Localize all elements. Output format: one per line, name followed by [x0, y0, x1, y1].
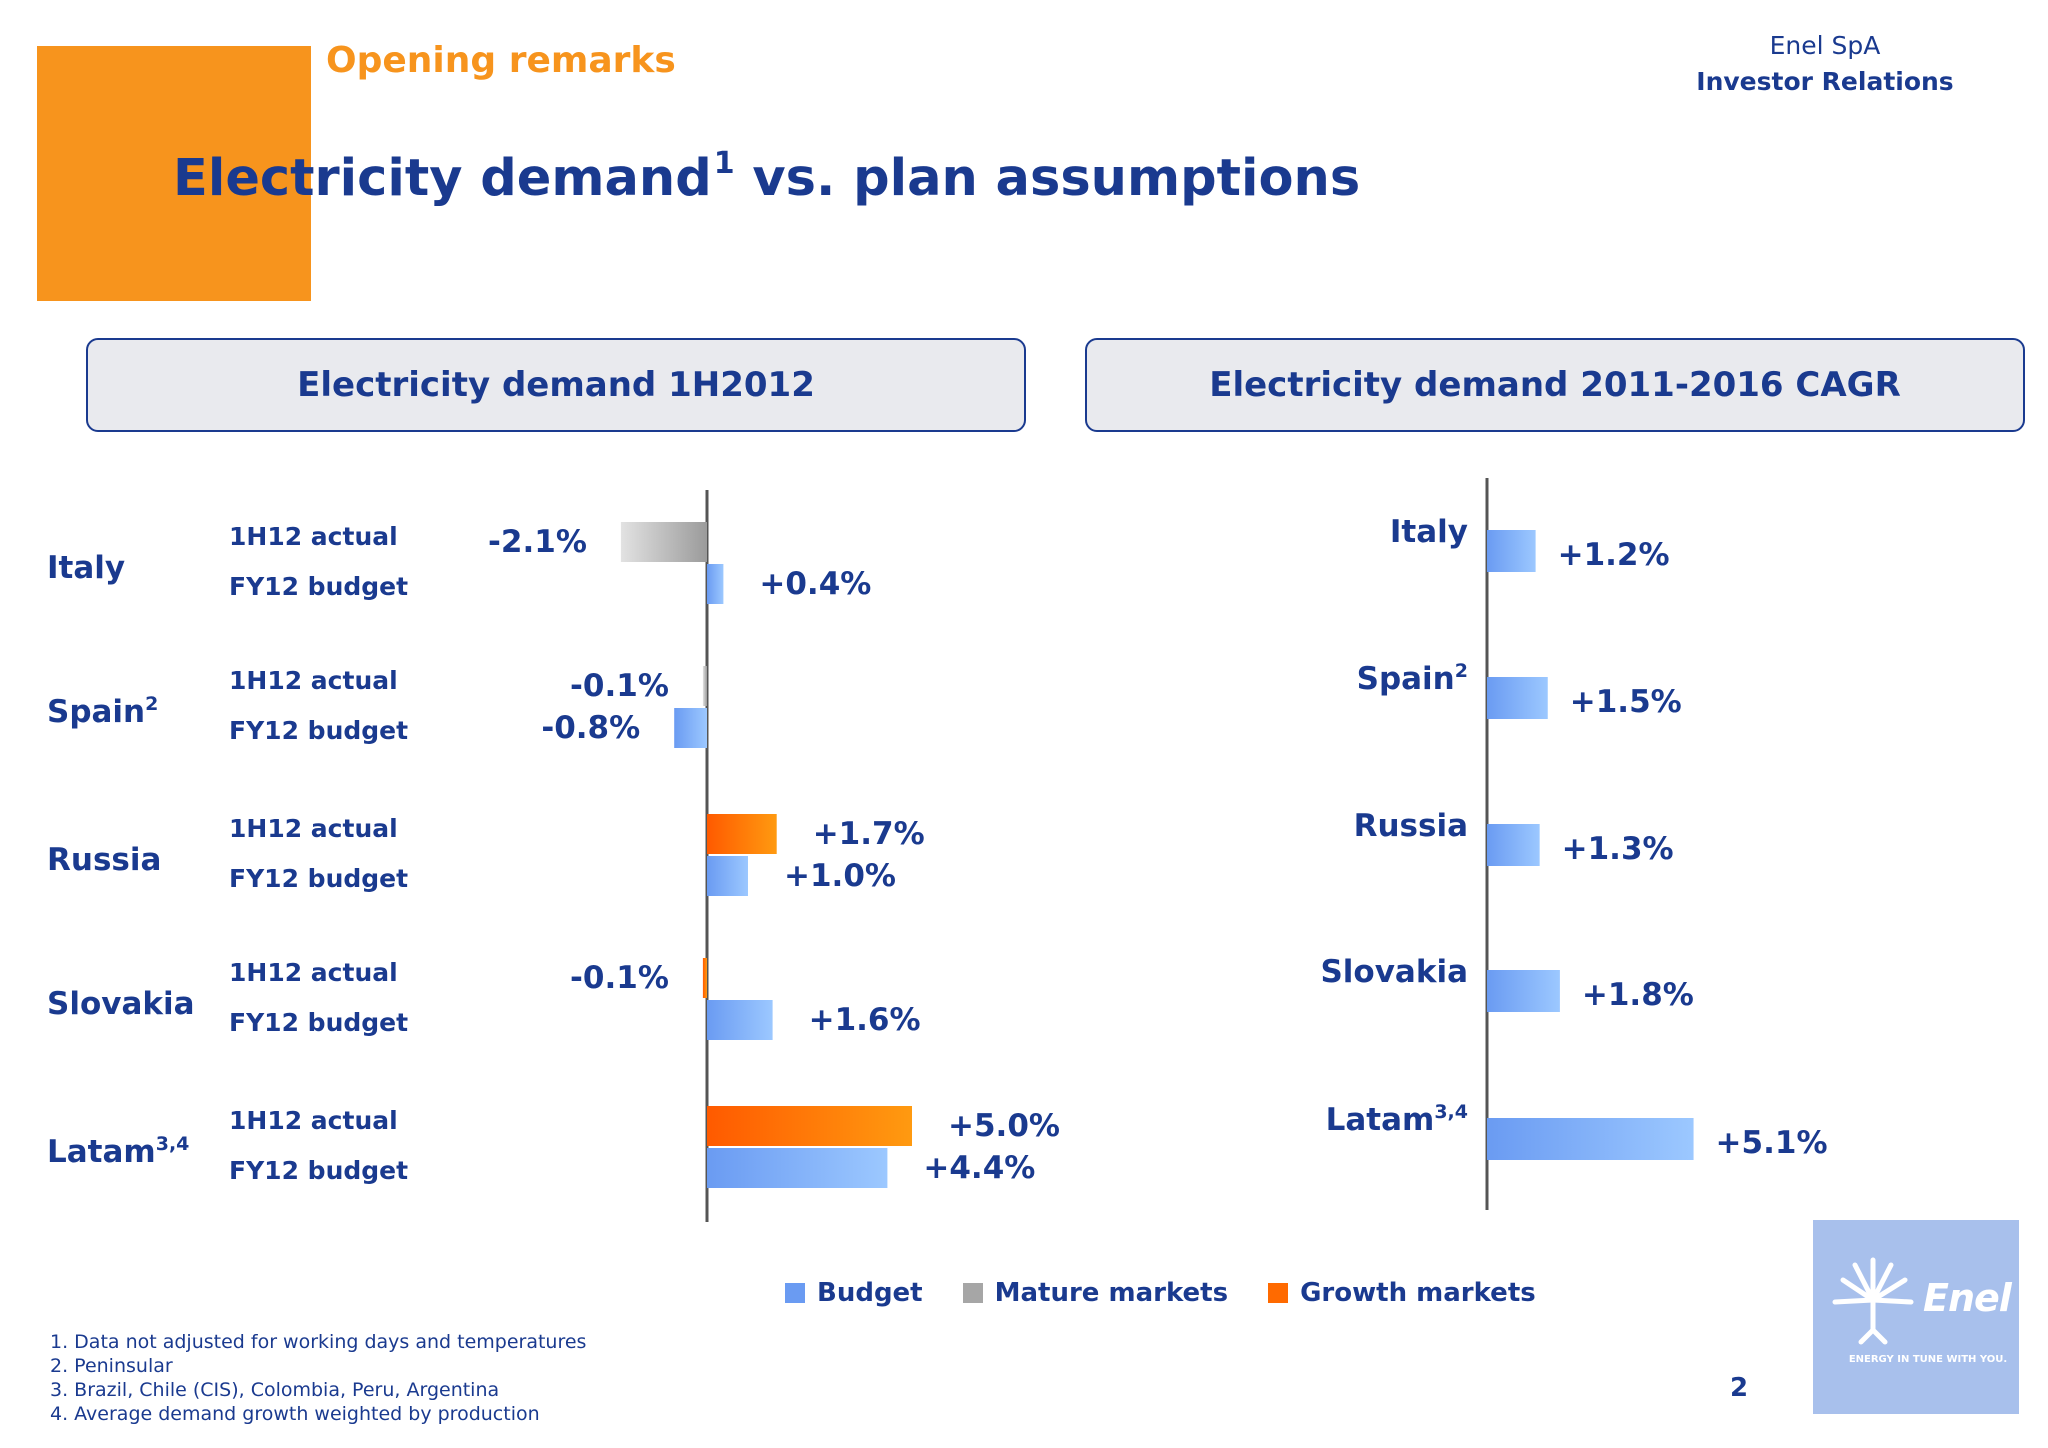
company-block: Enel SpA Investor Relations [1640, 28, 2010, 100]
legend-item-growth: Growth markets [1268, 1278, 1536, 1308]
footnote-4: 4. Average demand growth weighted by pro… [50, 1403, 540, 1425]
footnote-3: 3. Brazil, Chile (CIS), Colombia, Peru, … [50, 1379, 500, 1401]
left-category-sup-spain: 2 [145, 693, 158, 715]
bar-fy12-budget-italy [707, 564, 724, 604]
page-title: Electricity demand1 vs. plan assumptions [173, 146, 1360, 208]
department-name: Investor Relations [1696, 67, 1954, 96]
data-label-1h12-actual-slovakia: -0.1% [570, 960, 669, 996]
bar-cagr-slovakia [1487, 970, 1560, 1012]
bar-cagr-latam [1487, 1118, 1694, 1160]
data-label-cagr-slovakia: +1.8% [1582, 977, 1694, 1013]
bar-fy12-budget-slovakia [707, 1000, 773, 1040]
series-label-fy12-budget-italy: FY12 budget [229, 572, 408, 601]
bar-1h12-actual-slovakia [702, 958, 707, 998]
right-category-spain: Spain2 [1357, 660, 1468, 697]
footnote-2: 2. Peninsular [50, 1355, 173, 1377]
right-chart: Italy +1.2% Spain2 +1.5% Russia +1.3% Slovakia… [1320, 478, 1828, 1210]
bar-1h12-actual-italy [620, 522, 707, 562]
bar-cagr-russia [1487, 824, 1540, 866]
bar-fy12-budget-russia [707, 856, 748, 896]
data-label-cagr-latam: +5.1% [1716, 1125, 1828, 1161]
left-category-russia: Russia [47, 842, 161, 878]
legend-label-budget: Budget [817, 1278, 923, 1308]
left-chart: Italy 1H12 actual -2.1% FY12 budget +0.4% Spa… [47, 490, 1060, 1222]
series-label-fy12-budget-russia: FY12 budget [229, 864, 408, 893]
left-category-latam: Latam3,4 [47, 1133, 189, 1170]
enel-logo: Enel ENERGY IN TUNE WITH YOU. [1813, 1220, 2019, 1414]
data-label-1h12-actual-italy: -2.1% [488, 524, 587, 560]
series-label-1h12-actual-spain: 1H12 actual [229, 666, 398, 695]
data-label-1h12-actual-russia: +1.7% [813, 816, 925, 852]
title-main: Electricity demand [173, 149, 712, 208]
left-category-sup-latam: 3,4 [156, 1133, 190, 1155]
bar-fy12-budget-latam [707, 1148, 888, 1188]
legend-label-mature: Mature markets [994, 1278, 1229, 1308]
company-name: Enel SpA [1769, 31, 1881, 60]
data-label-fy12-budget-slovakia: +1.6% [809, 1002, 921, 1038]
series-label-fy12-budget-slovakia: FY12 budget [229, 1008, 408, 1037]
right-category-slovakia: Slovakia [1320, 954, 1468, 990]
series-label-1h12-actual-russia: 1H12 actual [229, 814, 398, 843]
series-label-fy12-budget-latam: FY12 budget [229, 1156, 408, 1185]
page-number: 2 [1730, 1373, 1749, 1403]
left-category-slovakia: Slovakia [47, 986, 195, 1022]
orange-accent-block [37, 46, 311, 301]
data-label-cagr-russia: +1.3% [1562, 831, 1674, 867]
title-footnote-ref: 1 [713, 146, 735, 181]
right-category-latam: Latam3,4 [1326, 1101, 1468, 1138]
title-rest: vs. plan assumptions [752, 149, 1361, 208]
right-chart-title: Electricity demand 2011-2016 CAGR [1085, 338, 2025, 432]
legend-swatch-growth [1268, 1283, 1289, 1303]
data-label-fy12-budget-italy: +0.4% [759, 566, 871, 602]
series-label-1h12-actual-latam: 1H12 actual [229, 1106, 398, 1135]
data-label-cagr-spain: +1.5% [1570, 684, 1682, 720]
data-label-fy12-budget-spain: -0.8% [541, 710, 640, 746]
legend-swatch-mature [962, 1283, 983, 1303]
right-category-russia: Russia [1354, 808, 1468, 844]
footnotes: 1. Data not adjusted for working days an… [50, 1330, 586, 1426]
data-label-fy12-budget-russia: +1.0% [784, 858, 896, 894]
data-label-1h12-actual-spain: -0.1% [570, 668, 669, 704]
bar-1h12-actual-spain [702, 666, 707, 706]
bar-1h12-actual-latam [707, 1106, 912, 1146]
series-label-1h12-actual-italy: 1H12 actual [229, 522, 398, 551]
data-label-1h12-actual-latam: +5.0% [948, 1108, 1060, 1144]
right-category-italy: Italy [1390, 514, 1468, 550]
legend-item-budget: Budget [785, 1278, 923, 1308]
right-category-sup-spain: 2 [1455, 660, 1468, 682]
left-category-spain: Spain2 [47, 693, 158, 730]
legend: Budget Mature markets Growth markets [785, 1278, 1576, 1308]
legend-swatch-budget [785, 1283, 805, 1303]
bar-cagr-spain [1487, 677, 1548, 719]
right-category-sup-latam: 3,4 [1434, 1101, 1468, 1123]
data-label-fy12-budget-latam: +4.4% [923, 1150, 1035, 1186]
series-label-1h12-actual-slovakia: 1H12 actual [229, 958, 398, 987]
footnote-1: 1. Data not adjusted for working days an… [50, 1331, 587, 1353]
left-category-italy: Italy [47, 550, 125, 586]
left-chart-title: Electricity demand 1H2012 [86, 338, 1026, 432]
section-label: Opening remarks [326, 40, 676, 81]
tree-logo-icon [1832, 1257, 1914, 1345]
legend-item-mature: Mature markets [962, 1278, 1229, 1308]
logo-wordmark: Enel [1923, 1276, 2012, 1320]
bar-1h12-actual-russia [707, 814, 777, 854]
bar-cagr-italy [1487, 530, 1536, 572]
data-label-cagr-italy: +1.2% [1558, 537, 1670, 573]
bar-fy12-budget-spain [674, 708, 707, 748]
logo-tagline: ENERGY IN TUNE WITH YOU. [1848, 1354, 2008, 1365]
series-label-fy12-budget-spain: FY12 budget [229, 716, 408, 745]
legend-label-growth: Growth markets [1300, 1278, 1536, 1308]
